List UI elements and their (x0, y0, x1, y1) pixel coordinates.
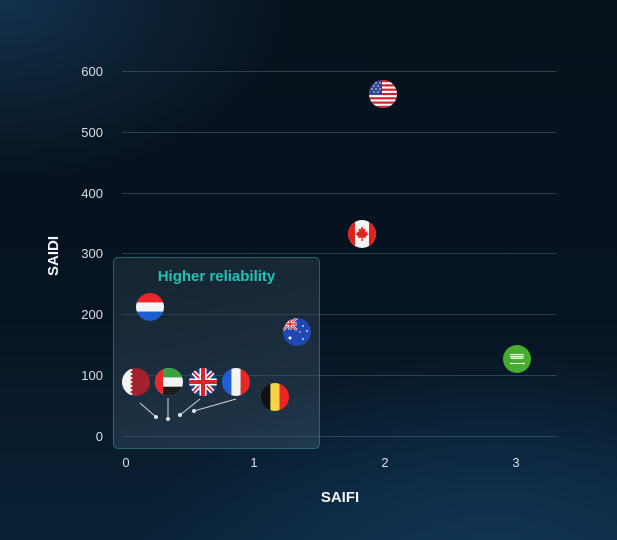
y-axis-label: SAIDI (45, 235, 62, 276)
nl-flag-icon (136, 293, 164, 321)
gridline-200 (122, 314, 557, 315)
gb-flag-icon (189, 368, 217, 396)
gridline-300 (122, 253, 557, 254)
ca-flag-icon (348, 220, 376, 248)
x-tick: 0 (122, 455, 130, 470)
gridline-0 (122, 436, 557, 437)
be-flag-icon (261, 383, 289, 411)
x-tick: 1 (250, 455, 258, 470)
x-axis-label: SAIFI (320, 489, 360, 506)
y-tick: 200 (81, 307, 103, 322)
gridline-100 (122, 375, 557, 376)
higher-reliability-region: Higher reliability (113, 257, 320, 449)
gridline-400 (122, 193, 557, 194)
y-tick: 500 (81, 125, 103, 140)
sa-flag-icon (503, 345, 531, 373)
y-tick: 600 (81, 64, 103, 79)
y-tick: 300 (81, 246, 103, 261)
y-tick: 0 (95, 429, 103, 444)
au-flag-icon (283, 318, 311, 346)
x-tick: 3 (512, 455, 520, 470)
y-tick: 400 (81, 186, 103, 201)
x-tick: 2 (381, 455, 389, 470)
fr-flag-icon (222, 368, 250, 396)
higher-reliability-label: Higher reliability (157, 268, 276, 285)
gridline-500 (122, 132, 557, 133)
y-tick: 100 (81, 368, 103, 383)
qa-flag-icon (122, 368, 150, 396)
gridline-600 (122, 71, 557, 72)
us-flag-icon (369, 80, 397, 108)
ae-flag-icon (155, 368, 183, 396)
y-axis-label-wrap: SAIDI (45, 236, 65, 336)
